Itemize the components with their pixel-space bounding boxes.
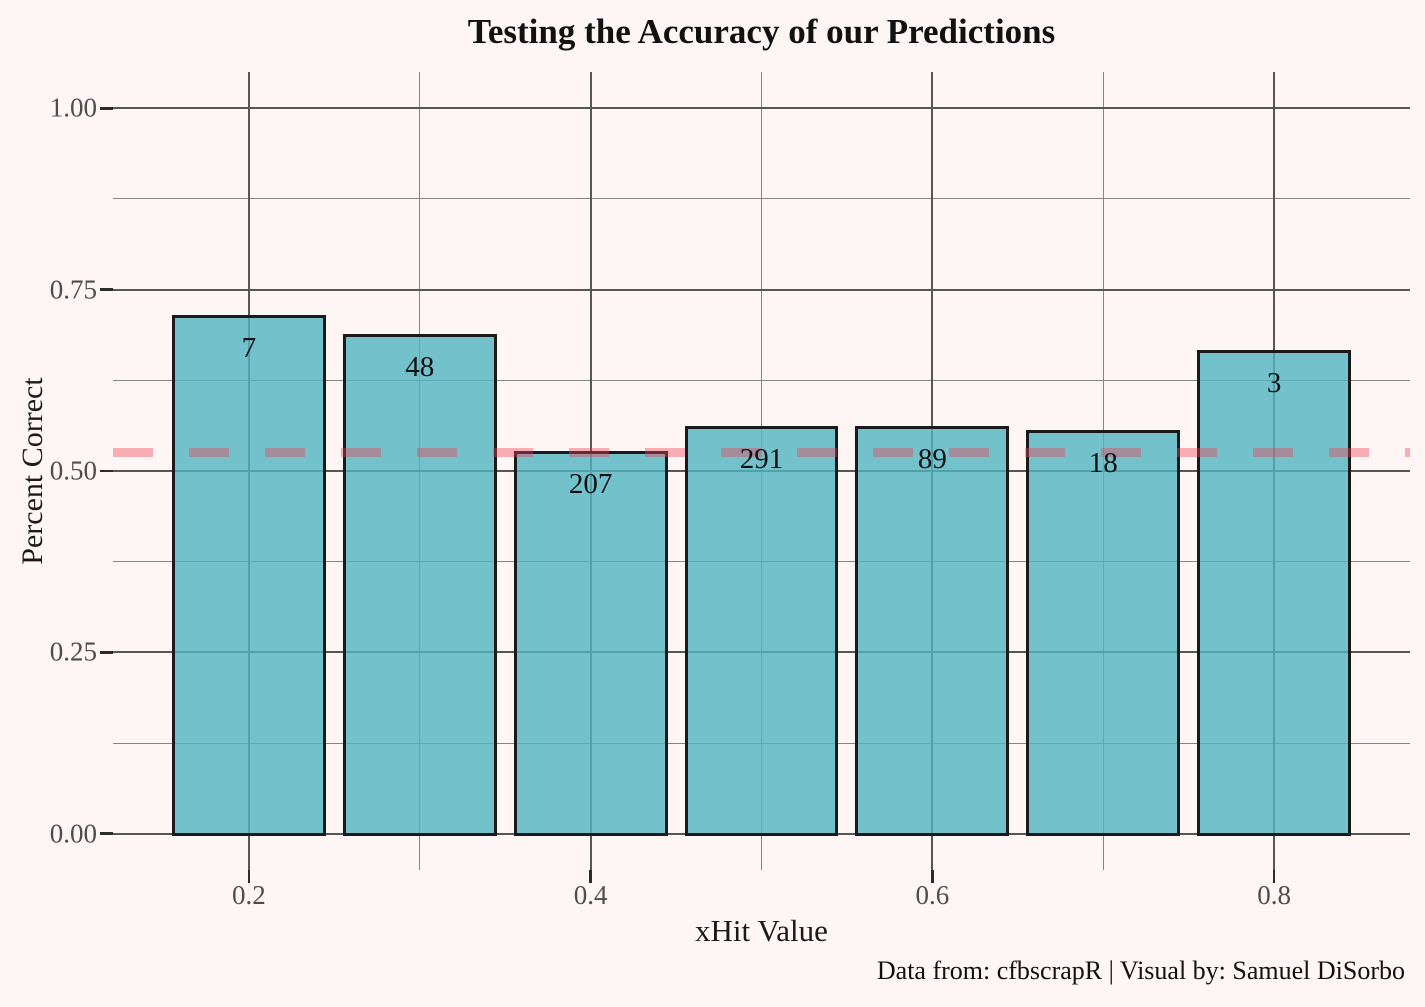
bar	[1026, 430, 1181, 836]
reference-line	[113, 447, 1410, 457]
x-axis-title: xHit Value	[695, 913, 828, 948]
x-tick-label: 0.8	[1257, 880, 1292, 910]
y-tick-label: 1.00	[49, 92, 97, 123]
x-axis-tick	[589, 870, 592, 883]
x-axis-tick	[247, 870, 251, 883]
bar-count-label: 48	[405, 350, 435, 383]
bar-count-label: 18	[1088, 447, 1118, 480]
y-axis-tick	[100, 107, 113, 110]
chart-title: Testing the Accuracy of our Predictions	[467, 12, 1056, 51]
x-tick-label: 0.4	[573, 880, 608, 910]
bar-count-label: 89	[917, 443, 947, 476]
y-tick-label: 0.50	[49, 455, 97, 486]
y-tick-label: 0.75	[49, 274, 97, 305]
x-tick-label: 0.6	[915, 880, 950, 910]
y-tick-label: 0.00	[49, 818, 97, 849]
gridline-major-horizontal	[113, 288, 1410, 291]
bar-count-label: 3	[1266, 366, 1282, 399]
y-axis-tick	[100, 651, 113, 654]
bar	[684, 426, 839, 836]
chart-caption: Data from: cfbscrapR | Visual by: Samuel…	[876, 956, 1405, 985]
bar	[171, 315, 326, 836]
gridline-major-horizontal	[113, 107, 1410, 110]
y-axis-tick	[100, 288, 113, 291]
bar	[342, 333, 497, 836]
x-tick-label: 0.2	[231, 880, 266, 910]
x-axis-tick	[1272, 870, 1276, 883]
bar-count-label: 207	[568, 468, 613, 501]
y-tick-label: 0.25	[49, 636, 97, 667]
y-axis-tick	[100, 469, 113, 473]
bar-count-label: 291	[739, 443, 784, 476]
bar-count-label: 7	[241, 332, 257, 365]
bar	[1197, 349, 1352, 836]
bar	[513, 451, 668, 836]
x-axis-tick	[931, 870, 934, 883]
bar	[855, 426, 1010, 836]
y-axis-tick	[100, 832, 113, 835]
